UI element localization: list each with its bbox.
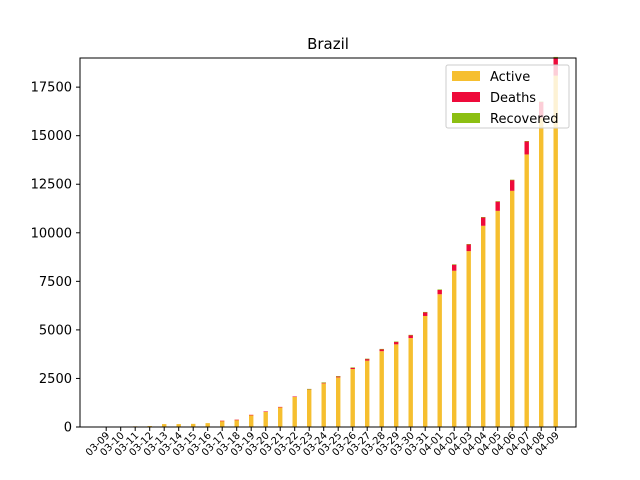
bar-recovered-03-25 bbox=[336, 376, 341, 377]
bar-recovered-04-07 bbox=[524, 141, 529, 142]
legend-label-recovered: Recovered bbox=[490, 112, 559, 127]
bar-deaths-03-19 bbox=[249, 414, 254, 416]
bar-active-04-05 bbox=[495, 210, 500, 427]
bar-active-03-12 bbox=[147, 425, 152, 427]
y-tick-label: 0 bbox=[64, 421, 72, 436]
y-tick-label: 10000 bbox=[31, 226, 72, 241]
y-tick-label: 15000 bbox=[31, 129, 72, 144]
bar-active-03-15 bbox=[191, 423, 196, 427]
bar-deaths-03-17 bbox=[220, 420, 225, 422]
bar-deaths-03-26 bbox=[350, 367, 355, 370]
bar-deaths-03-18 bbox=[234, 419, 239, 421]
bar-active-03-17 bbox=[220, 420, 225, 427]
bar-deaths-03-27 bbox=[365, 358, 370, 361]
bar-active-03-16 bbox=[205, 423, 210, 427]
bar-active-04-01 bbox=[437, 294, 442, 427]
plot-frame bbox=[79, 57, 577, 428]
bar-deaths-03-25 bbox=[336, 376, 341, 378]
bar-deaths-03-30 bbox=[408, 334, 413, 339]
bar-active-03-28 bbox=[379, 351, 384, 427]
bar-active-04-03 bbox=[466, 251, 471, 427]
bar-deaths-04-04 bbox=[481, 217, 486, 226]
bar-active-03-31 bbox=[423, 315, 428, 427]
bar-deaths-04-01 bbox=[437, 289, 442, 295]
bar-deaths-04-06 bbox=[510, 179, 515, 191]
bar-active-03-18 bbox=[234, 419, 239, 427]
legend-swatch-deaths bbox=[452, 92, 480, 102]
legend-label-deaths: Deaths bbox=[490, 91, 536, 106]
bar-recovered-03-24 bbox=[321, 382, 326, 383]
bar-active-04-06 bbox=[510, 190, 515, 427]
bar-active-03-25 bbox=[336, 377, 341, 427]
bar-recovered-04-01 bbox=[437, 289, 442, 290]
bar-active-03-29 bbox=[394, 344, 399, 427]
bar-deaths-03-22 bbox=[292, 396, 297, 397]
legend-swatch-active bbox=[452, 71, 480, 81]
bar-recovered-03-28 bbox=[379, 348, 384, 350]
bar-recovered-04-09 bbox=[553, 56, 558, 58]
bar-active-03-26 bbox=[350, 369, 355, 427]
bar-active-03-30 bbox=[408, 338, 413, 427]
bar-recovered-03-27 bbox=[365, 358, 370, 360]
y-tick-label: 7500 bbox=[39, 275, 72, 290]
bar-recovered-03-31 bbox=[423, 311, 428, 313]
bar-active-03-27 bbox=[365, 360, 370, 427]
bar-active-03-20 bbox=[263, 411, 268, 427]
bar-active-03-24 bbox=[321, 383, 326, 427]
legend: Active Deaths Recovered bbox=[445, 64, 570, 129]
bar-active-03-21 bbox=[278, 407, 283, 427]
bar-recovered-04-06 bbox=[510, 179, 515, 181]
bar-recovered-03-30 bbox=[408, 334, 413, 336]
bar-deaths-03-28 bbox=[379, 349, 384, 352]
bars-group bbox=[104, 56, 558, 428]
bar-recovered-03-23 bbox=[307, 388, 312, 390]
legend-swatch-recovered bbox=[452, 113, 480, 123]
y-tick-label: 2500 bbox=[39, 372, 72, 387]
bar-deaths-03-29 bbox=[394, 341, 399, 345]
chart-title: Brazil bbox=[307, 35, 349, 53]
bar-deaths-03-21 bbox=[278, 406, 283, 408]
bar-active-04-02 bbox=[452, 270, 457, 427]
bar-deaths-04-07 bbox=[524, 141, 529, 155]
bar-deaths-04-02 bbox=[452, 264, 457, 271]
bar-recovered-04-04 bbox=[481, 217, 486, 218]
bar-recovered-03-26 bbox=[350, 367, 355, 368]
y-tick-label: 17500 bbox=[31, 81, 72, 96]
bar-deaths-04-05 bbox=[495, 201, 500, 211]
bar-deaths-03-20 bbox=[263, 411, 268, 412]
legend-label-active: Active bbox=[490, 70, 530, 85]
bar-active-03-23 bbox=[307, 389, 312, 427]
bar-active-03-22 bbox=[292, 396, 297, 427]
y-tick-label: 12500 bbox=[31, 178, 72, 193]
bar-recovered-04-03 bbox=[466, 244, 471, 245]
y-tick-label: 5000 bbox=[39, 323, 72, 338]
bar-recovered-03-29 bbox=[394, 341, 399, 343]
bar-active-04-07 bbox=[524, 154, 529, 427]
y-axis: 0 2500 5000 7500 10000 12500 15000 17500 bbox=[31, 81, 80, 436]
bar-recovered-04-02 bbox=[452, 264, 457, 265]
bar-active-04-08 bbox=[539, 117, 544, 428]
bar-active-03-13 bbox=[162, 424, 167, 427]
bar-active-03-19 bbox=[249, 414, 254, 427]
bar-recovered-04-05 bbox=[495, 201, 500, 202]
bar-deaths-03-31 bbox=[423, 312, 428, 316]
bar-active-04-04 bbox=[481, 225, 486, 427]
bar-deaths-04-03 bbox=[466, 244, 471, 252]
bar-active-03-14 bbox=[176, 424, 181, 427]
bar-active-04-09 bbox=[553, 75, 558, 427]
